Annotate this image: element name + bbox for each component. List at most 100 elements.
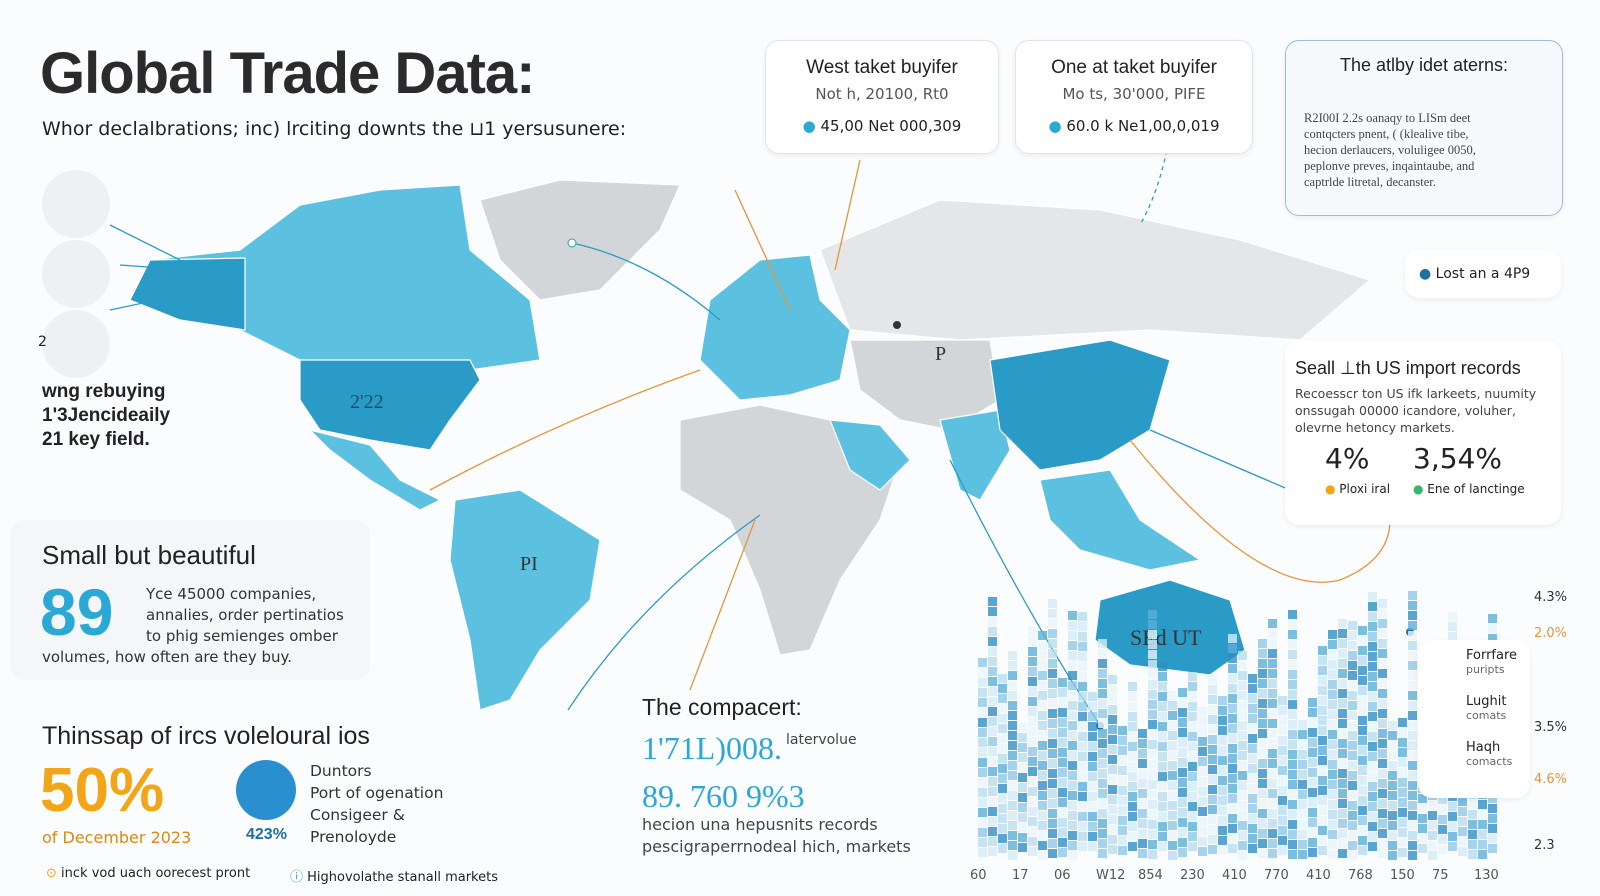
heat-cell (1078, 802, 1087, 811)
heat-cell (1028, 657, 1037, 666)
heat-cell (1378, 699, 1387, 708)
heat-cell (1098, 779, 1107, 788)
heat-cell (1268, 789, 1277, 798)
heat-cell (988, 657, 997, 666)
heat-cell (1048, 849, 1057, 858)
small-body: Yce 45000 companies, annalies, order per… (146, 584, 344, 647)
heat-cell (1418, 794, 1427, 803)
heat-cell (1348, 621, 1357, 630)
europe (699, 254, 851, 401)
heat-cell (1358, 816, 1367, 825)
heat-cell (1178, 748, 1187, 757)
heat-cell (1308, 718, 1317, 727)
heat-cell (1378, 639, 1387, 648)
heat-cell (1028, 667, 1037, 676)
heat-cell (1108, 835, 1117, 844)
heat-cell (1208, 735, 1217, 744)
heat-cell (1258, 679, 1267, 688)
heat-cell (1288, 680, 1297, 689)
heat-cell (1428, 831, 1437, 840)
x-axis-label: 60 (970, 868, 987, 883)
card: One at taket buyifer Mo ts, 30'000, PIFE… (1015, 40, 1253, 154)
y-axis-label: 2.0% (1534, 626, 1568, 641)
heat-cell (1488, 824, 1497, 833)
heat-cell (1288, 730, 1297, 739)
heat-cell (1238, 661, 1247, 670)
heat-cell (1068, 741, 1077, 750)
heat-cell (1378, 849, 1387, 858)
heat-cell (1218, 796, 1227, 805)
heat-cell (1348, 681, 1357, 690)
heat-cell (1078, 762, 1087, 771)
heat-cell (1408, 691, 1417, 700)
heat-cell (1328, 700, 1337, 709)
heat-cell (1388, 811, 1397, 820)
heat-cell (978, 658, 987, 667)
heat-cell (1408, 661, 1417, 670)
heat-cell (1148, 660, 1157, 669)
heat-cell (1348, 821, 1357, 830)
x-axis-label: W12 (1096, 868, 1126, 883)
heat-cell (1118, 736, 1127, 745)
heat-cell (1278, 846, 1287, 855)
heat-cell (978, 668, 987, 677)
heat-cell (988, 807, 997, 816)
heat-cell (1178, 738, 1187, 747)
heat-cell (1318, 826, 1327, 835)
heat-cell (1098, 669, 1107, 678)
volume-title: Thinssap of ircs voleloural ios (42, 722, 370, 750)
heat-cell (1258, 739, 1267, 748)
heat-cell (1408, 731, 1417, 740)
heat-cell (1378, 779, 1387, 788)
heat-cell (1288, 740, 1297, 749)
heat-cell (1328, 800, 1337, 809)
heat-cell (1448, 612, 1457, 621)
heat-cell (1278, 776, 1287, 785)
legend-pill: ● Lost an a 4P9 (1405, 250, 1561, 298)
caption-line: wng rebuying (42, 381, 166, 402)
heat-cell (1048, 749, 1057, 758)
heat-cell (1028, 697, 1037, 706)
y-axis-label: 2.3 (1534, 838, 1555, 853)
heat-cell (1158, 832, 1167, 841)
heat-cell (1348, 721, 1357, 730)
heat-cell (1218, 826, 1227, 835)
info-line: contqcters pnent, ( (klealive tibe, (1304, 127, 1469, 141)
heat-cell (1178, 798, 1187, 807)
heat-y-axis: 4.3% 2.0% 3.5% 4.6% 2.3 (1534, 590, 1594, 853)
heat-cell (1258, 839, 1267, 848)
heat-cell (1248, 694, 1257, 703)
heat-cell (1308, 818, 1317, 827)
heat-cell (1168, 851, 1177, 860)
heat-cell (1168, 841, 1177, 850)
heat-cell (1468, 850, 1477, 859)
heat-cell (1258, 849, 1267, 858)
heat-cell (1298, 760, 1307, 769)
heat-cell (978, 798, 987, 807)
connector (429, 369, 701, 491)
heat-cell (978, 678, 987, 687)
heat-cell (1338, 779, 1347, 788)
heat-cell (1458, 797, 1467, 806)
heat-cell (1178, 828, 1187, 837)
heat-cell (1208, 835, 1217, 844)
heat-cell (1268, 709, 1277, 718)
heat-cell (1318, 816, 1327, 825)
heat-cell (1048, 689, 1057, 698)
heat-cell (1148, 730, 1157, 739)
heat-cell (1408, 721, 1417, 730)
heat-cell (1328, 630, 1337, 639)
heat-cell (1328, 680, 1337, 689)
heat-cell (1048, 629, 1057, 638)
import-stat: 4% (1325, 442, 1370, 475)
heat-cell (1138, 829, 1147, 838)
heat-cell (1328, 720, 1337, 729)
heat-cell (1398, 808, 1407, 817)
x-axis-label: 17 (1012, 868, 1029, 883)
heat-cell (1238, 651, 1247, 660)
heat-cell (1318, 796, 1327, 805)
heat-cell (1128, 822, 1137, 831)
india (939, 409, 1011, 501)
heat-cell (1158, 732, 1167, 741)
side-title: Lughit (1466, 694, 1507, 709)
